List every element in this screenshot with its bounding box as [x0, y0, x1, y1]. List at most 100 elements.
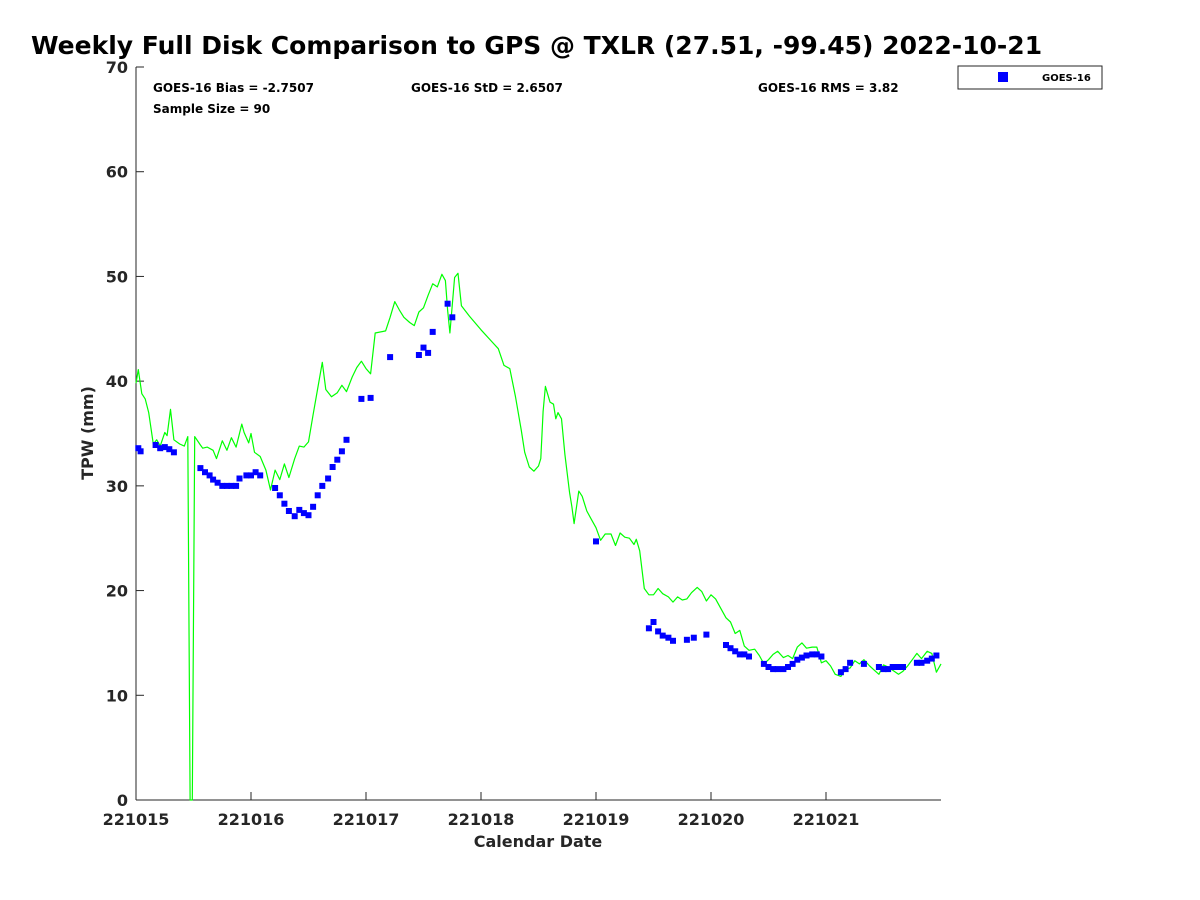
- data-point-goes16: [703, 631, 710, 638]
- data-point-goes16: [885, 666, 892, 673]
- legend-box: [957, 65, 1103, 90]
- data-point-goes16: [723, 642, 729, 648]
- data-point-goes16: [285, 508, 292, 514]
- series-markers: [135, 300, 940, 676]
- data-point-goes16: [880, 666, 887, 673]
- data-point-goes16: [875, 664, 882, 670]
- plot-area: 0 10 20 30 40 50 60 70 221015 221016 221017 221018…: [103, 58, 942, 829]
- data-point-goes16: [732, 648, 739, 655]
- x-tick-label: 221015: [103, 810, 170, 829]
- data-point-goes16: [214, 479, 221, 486]
- legend-marker-goes16: [998, 72, 1008, 82]
- data-point-goes16: [281, 500, 288, 507]
- data-point-goes16: [803, 652, 810, 659]
- data-point-goes16: [918, 659, 925, 666]
- data-point-goes16: [765, 664, 772, 670]
- data-point-goes16: [645, 625, 652, 632]
- data-point-goes16: [157, 445, 164, 452]
- data-point-goes16: [924, 657, 931, 664]
- y-tick-label: 30: [106, 477, 128, 496]
- data-point-goes16: [257, 472, 264, 479]
- data-point-goes16: [928, 655, 935, 662]
- data-point-goes16: [690, 634, 697, 641]
- x-tick-label: 221018: [448, 810, 515, 829]
- data-point-goes16: [319, 482, 326, 489]
- data-point-goes16: [314, 492, 321, 499]
- x-tick-label: 221016: [218, 810, 285, 829]
- series-line-gps: [135, 272, 942, 801]
- rms-annotation: GOES-16 RMS = 3.82: [758, 81, 899, 95]
- data-point-goes16: [206, 472, 213, 479]
- data-point-goes16: [860, 660, 867, 667]
- data-point-goes16: [343, 436, 350, 443]
- data-point-goes16: [670, 637, 676, 644]
- data-point-goes16: [760, 660, 767, 667]
- data-point-goes16: [161, 444, 168, 451]
- data-point-goes16: [166, 446, 173, 453]
- data-point-goes16: [655, 628, 662, 635]
- data-point-goes16: [789, 660, 796, 667]
- data-point-goes16: [665, 634, 672, 641]
- data-point-goes16: [233, 482, 240, 489]
- data-point-goes16: [137, 448, 144, 455]
- data-point-goes16: [387, 354, 394, 361]
- data-point-goes16: [727, 645, 734, 652]
- data-point-goes16: [774, 666, 781, 673]
- bias-annotation: GOES-16 Bias = -2.7507: [153, 81, 314, 95]
- data-point-goes16: [272, 485, 279, 491]
- data-point-goes16: [243, 472, 250, 479]
- data-point-goes16: [170, 449, 177, 456]
- data-point-goes16: [305, 512, 312, 519]
- data-point-goes16: [338, 448, 345, 455]
- series-lines: [135, 272, 942, 801]
- x-axis-label: Calendar Date: [474, 832, 603, 851]
- data-point-goes16: [329, 464, 336, 470]
- y-tick-label: 0: [117, 791, 128, 810]
- x-tick-label: 221021: [793, 810, 860, 829]
- data-point-goes16: [900, 664, 906, 670]
- data-point-goes16: [798, 654, 805, 661]
- data-point-goes16: [933, 652, 940, 659]
- data-point-goes16: [785, 664, 791, 670]
- y-axis-label: TPW (mm): [78, 386, 97, 480]
- data-point-goes16: [219, 482, 226, 489]
- data-point-goes16: [202, 469, 208, 476]
- data-point-goes16: [152, 442, 159, 448]
- data-point-goes16: [296, 506, 303, 513]
- data-point-goes16: [659, 632, 666, 639]
- x-ticks: 221015 221016 221017 221018 221019 221020 2210…: [103, 792, 860, 829]
- data-point-goes16: [420, 344, 427, 351]
- data-point-goes16: [809, 651, 816, 658]
- data-point-goes16: [300, 510, 307, 517]
- data-point-goes16: [593, 538, 599, 545]
- data-point-goes16: [429, 328, 436, 335]
- data-point-goes16: [276, 492, 283, 499]
- y-tick-label: 70: [106, 58, 128, 77]
- y-tick-label: 20: [106, 582, 128, 601]
- data-point-goes16: [780, 666, 787, 673]
- data-point-goes16: [367, 394, 374, 401]
- data-point-goes16: [813, 651, 820, 658]
- y-tick-label: 60: [106, 163, 128, 182]
- data-point-goes16: [210, 476, 217, 483]
- data-point-goes16: [650, 619, 657, 625]
- data-point-goes16: [889, 664, 896, 670]
- data-point-goes16: [842, 666, 849, 673]
- data-point-goes16: [197, 465, 204, 472]
- y-ticks: 0 10 20 30 40 50 60 70: [106, 58, 144, 810]
- data-point-goes16: [310, 503, 317, 510]
- data-point-goes16: [741, 651, 748, 658]
- chart-title: Weekly Full Disk Comparison to GPS @ TXL…: [31, 31, 1042, 60]
- data-point-goes16: [794, 656, 801, 663]
- data-point-goes16: [449, 314, 456, 321]
- data-point-goes16: [135, 445, 142, 452]
- x-tick-label: 221019: [563, 810, 630, 829]
- data-point-goes16: [228, 482, 235, 489]
- x-tick-label: 221017: [333, 810, 400, 829]
- data-point-goes16: [736, 651, 743, 658]
- sample-size-annotation: Sample Size = 90: [153, 102, 270, 116]
- data-point-goes16: [895, 664, 902, 670]
- std-annotation: GOES-16 StD = 2.6507: [411, 81, 563, 95]
- data-point-goes16: [334, 456, 341, 463]
